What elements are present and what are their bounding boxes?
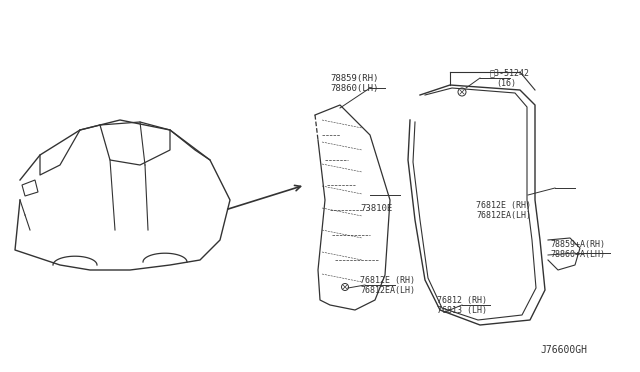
Text: 73810E: 73810E <box>360 203 392 212</box>
Text: (16): (16) <box>496 78 516 87</box>
Text: 76812EA(LH): 76812EA(LH) <box>360 285 415 295</box>
Text: J76600GH: J76600GH <box>540 345 587 355</box>
Text: 76812E (RH): 76812E (RH) <box>360 276 415 285</box>
Text: 78859(RH): 78859(RH) <box>330 74 378 83</box>
Text: 78860(LH): 78860(LH) <box>330 83 378 93</box>
Text: 78859+A(RH): 78859+A(RH) <box>550 241 605 250</box>
Text: 76812 (RH): 76812 (RH) <box>437 295 487 305</box>
Text: 76813 (LH): 76813 (LH) <box>437 305 487 314</box>
Text: 76812EA(LH): 76812EA(LH) <box>476 211 531 219</box>
Text: 76812E (RH): 76812E (RH) <box>476 201 531 209</box>
Text: 78860+A(LH): 78860+A(LH) <box>550 250 605 260</box>
Text: ࡔ3-51242: ࡔ3-51242 <box>490 68 530 77</box>
